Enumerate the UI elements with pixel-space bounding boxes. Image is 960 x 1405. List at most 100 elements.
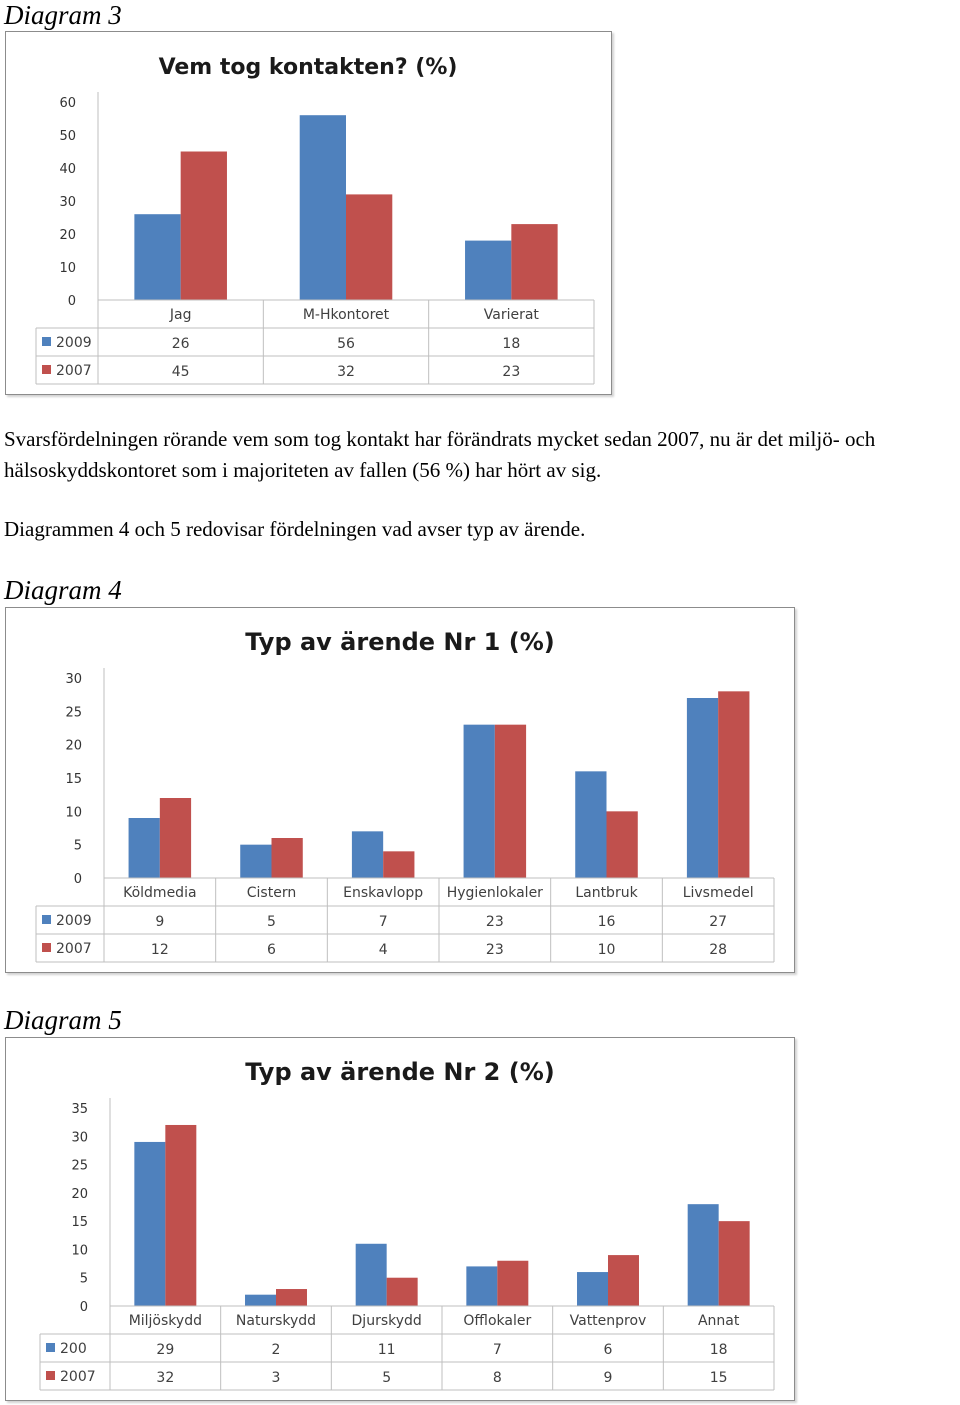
data-value-label: 29 [156, 1342, 174, 1358]
bar-2007-Djurskydd [386, 1277, 418, 1306]
y-tick-label: 0 [80, 1300, 88, 1315]
data-value-label: 9 [155, 914, 164, 930]
bar-2009-Jag [134, 214, 181, 300]
bar-2007-Offlokaler [497, 1260, 529, 1306]
data-value-label: 5 [267, 914, 276, 930]
category-label: M-Hkontoret [303, 307, 390, 323]
data-value-label: 23 [486, 942, 504, 958]
category-label: Naturskydd [236, 1313, 316, 1329]
diagram-5-heading: Diagram 5 [4, 1005, 122, 1035]
data-value-label: 4 [379, 942, 388, 958]
paragraph-diagrammen: Diagrammen 4 och 5 redovisar fördelninge… [4, 517, 586, 541]
y-tick-label: 30 [59, 195, 76, 210]
y-tick-label: 20 [65, 739, 82, 754]
data-value-label: 7 [493, 1342, 502, 1358]
legend-swatch-2009 [42, 337, 51, 346]
bar-2007-Enskavlopp [383, 851, 415, 878]
bar-2009-Varierat [465, 240, 512, 300]
data-value-label: 2 [272, 1342, 281, 1358]
chart-typ-av-arende-2: Typ av ärende Nr 2 (%) 0 5 10 15 20 25 30 35 Milj… [5, 1037, 795, 1401]
bar-2009-Enskavlopp [351, 831, 384, 878]
y-tick-label: 50 [59, 129, 76, 144]
bar-2009-Lantbruk [575, 771, 607, 878]
chart-vem-tog-kontakten: Vem tog kontakten? (%) 0 10 20 30 40 50 60 Jag M-… [5, 31, 612, 395]
bar-2009-M-Hkontoret [299, 115, 346, 300]
data-value-label: 7 [379, 914, 388, 930]
diagram-3-heading: Diagram 3 [4, 0, 122, 30]
data-value-label: 5 [382, 1370, 391, 1386]
data-value-label: 16 [598, 914, 616, 930]
data-value-label: 23 [486, 914, 504, 930]
bar-2007-Varierat [511, 224, 558, 300]
data-value-label: 45 [172, 364, 190, 380]
bar-2007-Cistern [271, 838, 303, 878]
y-tick-label: 40 [59, 162, 76, 177]
y-tick-label: 25 [71, 1159, 88, 1174]
category-label: Cistern [247, 885, 296, 901]
bar-2007-Jag [180, 151, 227, 300]
category-label: Djurskydd [352, 1313, 422, 1329]
y-tick-label: 35 [71, 1102, 88, 1117]
y-tick-label: 30 [71, 1130, 88, 1145]
data-value-label: 32 [156, 1370, 174, 1386]
data-value-label: 26 [172, 336, 190, 352]
data-value-label: 28 [709, 942, 727, 958]
bar-2007-Köldmedia [159, 798, 192, 878]
data-value-label: 18 [502, 336, 520, 352]
y-tick-label: 10 [65, 805, 82, 820]
legend-swatch-2007 [46, 1371, 55, 1380]
data-value-label: 18 [710, 1342, 728, 1358]
legend-swatch-200 [46, 1343, 55, 1352]
y-tick-label: 5 [74, 839, 82, 854]
data-value-label: 10 [598, 942, 616, 958]
bar-2009-Livsmedel [686, 698, 719, 878]
data-value-label: 8 [493, 1370, 502, 1386]
chart-title: Typ av ärende Nr 1 (%) [245, 628, 554, 656]
chart-svg: Typ av ärende Nr 1 (%) 0 5 10 15 20 25 30 Köldme… [35, 628, 775, 963]
category-label: Hygienlokaler [447, 885, 543, 901]
chart-svg: Typ av ärende Nr 2 (%)05101520253035Milj… [39, 1058, 775, 1391]
y-tick-label: 25 [65, 705, 82, 720]
bar-2009-Hygienlokaler [463, 724, 495, 878]
bar-2007-Annat [718, 1221, 750, 1306]
bar-2007-M-Hkontoret [346, 194, 393, 300]
series-name-label: 200 [60, 1341, 87, 1357]
legend-swatch-2007 [42, 943, 51, 952]
legend-swatch-2009 [42, 915, 51, 924]
chart-typ-av-arende-1: Typ av ärende Nr 1 (%) 0 5 10 15 20 25 30 Köldme… [5, 607, 795, 973]
bar-2007-Hygienlokaler [494, 724, 527, 878]
data-value-label: 12 [151, 942, 169, 958]
bar-200-Djurskydd [355, 1243, 387, 1306]
bar-2007-Lantbruk [606, 811, 638, 878]
bar-2007-Livsmedel [718, 691, 750, 878]
bar-200-Offlokaler [466, 1266, 498, 1306]
data-value-label: 11 [378, 1342, 396, 1358]
series-name-label: 2007 [56, 941, 92, 957]
category-label: Vattenprov [570, 1313, 647, 1329]
y-tick-label: 20 [71, 1187, 88, 1202]
data-value-label: 23 [502, 364, 520, 380]
data-value-label: 27 [709, 914, 727, 930]
chart-title: Vem tog kontakten? (%) [159, 55, 458, 80]
bar-2007-Naturskydd [276, 1289, 307, 1306]
y-tick-label: 30 [65, 672, 82, 687]
category-label: Köldmedia [123, 885, 196, 901]
bar-2007-Miljöskydd [165, 1124, 197, 1306]
bar-200-Annat [687, 1204, 719, 1306]
chart-title: Typ av ärende Nr 2 (%) [245, 1058, 554, 1086]
category-label: Offlokaler [463, 1313, 531, 1329]
data-value-label: 6 [267, 942, 276, 958]
category-label: Miljöskydd [129, 1313, 202, 1329]
y-tick-label: 5 [80, 1272, 88, 1287]
category-label: Livsmedel [683, 885, 754, 901]
series-name-label: 2007 [56, 363, 92, 379]
bar-2009-Köldmedia [128, 818, 160, 878]
bar-2009-Cistern [240, 844, 272, 878]
chart-svg: Vem tog kontakten? (%) 0 10 20 30 40 50 60 Jag M-… [35, 55, 595, 385]
y-tick-label: 0 [74, 872, 82, 887]
data-value-label: 56 [337, 336, 355, 352]
data-value-label: 3 [272, 1370, 281, 1386]
category-label: Jag [169, 307, 192, 323]
y-tick-label: 60 [59, 96, 76, 111]
y-tick-label: 0 [68, 294, 76, 309]
